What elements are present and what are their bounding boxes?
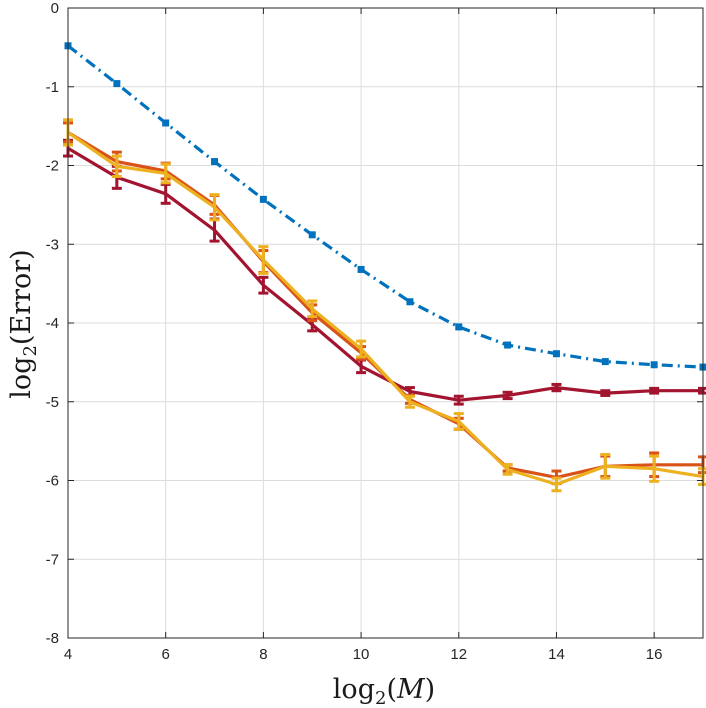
y-tick-label: -8 xyxy=(46,630,59,647)
x-tick-label: 10 xyxy=(353,646,370,663)
series-blue-dashdot-marker xyxy=(162,119,170,127)
x-axis-title-close-paren: ) xyxy=(425,674,436,705)
x-tick-label: 4 xyxy=(64,646,72,663)
y-tick-label: -1 xyxy=(46,79,59,96)
series-blue-dashdot-marker xyxy=(504,341,512,349)
x-tick-label: 8 xyxy=(259,646,267,663)
x-axis-title-open-paren: ( xyxy=(386,674,397,705)
y-tick-label: -5 xyxy=(46,394,59,411)
y-tick-label: -2 xyxy=(46,158,59,175)
y-axis-title: log2(Error) xyxy=(6,249,41,398)
y-tick-label: -6 xyxy=(46,473,59,490)
series-blue-dashdot-marker xyxy=(259,195,267,203)
x-tick-label: 16 xyxy=(646,646,663,663)
series-darkred-line xyxy=(67,146,703,402)
tick-labels: 4 6 8 10 12 14 16 0 -1 -2 -3 -4 -5 -6 -7 -8 xyxy=(46,0,663,663)
y-tick-label: 0 xyxy=(51,0,59,17)
series-blue-dashdot-marker xyxy=(357,265,365,273)
y-axis-title-func: log xyxy=(6,357,37,399)
y-axis-title-subscript: 2 xyxy=(20,345,41,356)
y-axis-title-open-paren: ( xyxy=(6,335,37,346)
y-tick-label: -4 xyxy=(46,315,59,332)
x-tick-label: 6 xyxy=(162,646,170,663)
x-axis-title: log2(M) xyxy=(333,674,435,708)
x-axis-title-func: log xyxy=(333,674,375,705)
y-tick-label: -3 xyxy=(46,236,59,253)
series-blue-dashdot-marker xyxy=(308,231,316,239)
x-tick-label: 12 xyxy=(450,646,467,663)
series-blue-dashdot-line xyxy=(67,44,704,369)
x-tick-label: 14 xyxy=(548,646,565,663)
series-yellow-line xyxy=(67,131,704,486)
series-blue-dashdot-marker xyxy=(406,298,414,306)
y-tick-label: -7 xyxy=(46,551,59,568)
y-axis-title-variable: Error xyxy=(6,260,37,335)
series-blue-dashdot-marker xyxy=(113,80,121,88)
tick-marks xyxy=(67,7,703,639)
series-blue-dashdot-marker xyxy=(455,323,463,331)
x-axis-title-subscript: 2 xyxy=(375,688,386,708)
series-blue-dashdot-marker xyxy=(552,350,560,358)
series-blue-dashdot-marker xyxy=(601,358,609,366)
y-axis-title-close-paren: ) xyxy=(6,249,37,260)
series-blue-dashdot-marker xyxy=(650,361,658,369)
x-axis-title-variable: M xyxy=(396,674,426,705)
series-blue-dashdot-marker xyxy=(211,158,219,166)
series-yellow xyxy=(63,118,706,493)
